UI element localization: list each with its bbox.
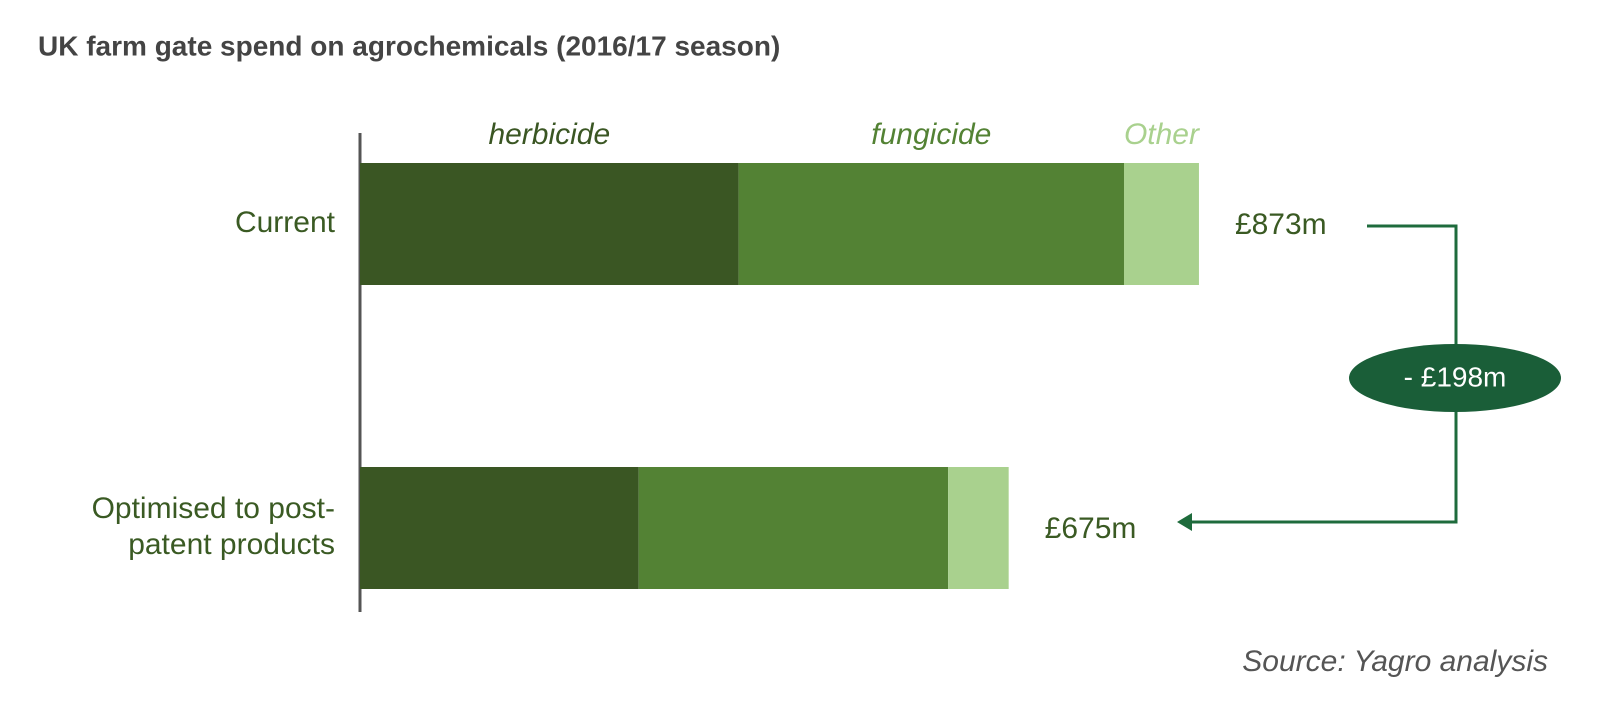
chart-title: UK farm gate spend on agrochemicals (201…	[38, 30, 780, 61]
bar-segment	[948, 467, 1009, 589]
legend-label: fungicide	[871, 118, 991, 151]
difference-badge	[1349, 344, 1561, 412]
category-label: Optimised to post-patent products	[92, 492, 335, 561]
source: Source: Yagro analysis	[1242, 645, 1548, 678]
total-label: £675m	[1045, 512, 1137, 545]
total-label: £873m	[1235, 208, 1327, 241]
category-label: Current	[235, 206, 336, 239]
difference-label: - £198m	[1404, 361, 1507, 392]
bar-segment	[360, 163, 739, 285]
bar-segment	[638, 467, 949, 589]
bar-segment	[360, 467, 639, 589]
bar-segment	[1123, 163, 1199, 285]
arrow-head	[1177, 513, 1192, 531]
legend-label: Other	[1124, 118, 1200, 151]
bar-segment	[738, 163, 1124, 285]
legend-label: herbicide	[488, 118, 610, 151]
